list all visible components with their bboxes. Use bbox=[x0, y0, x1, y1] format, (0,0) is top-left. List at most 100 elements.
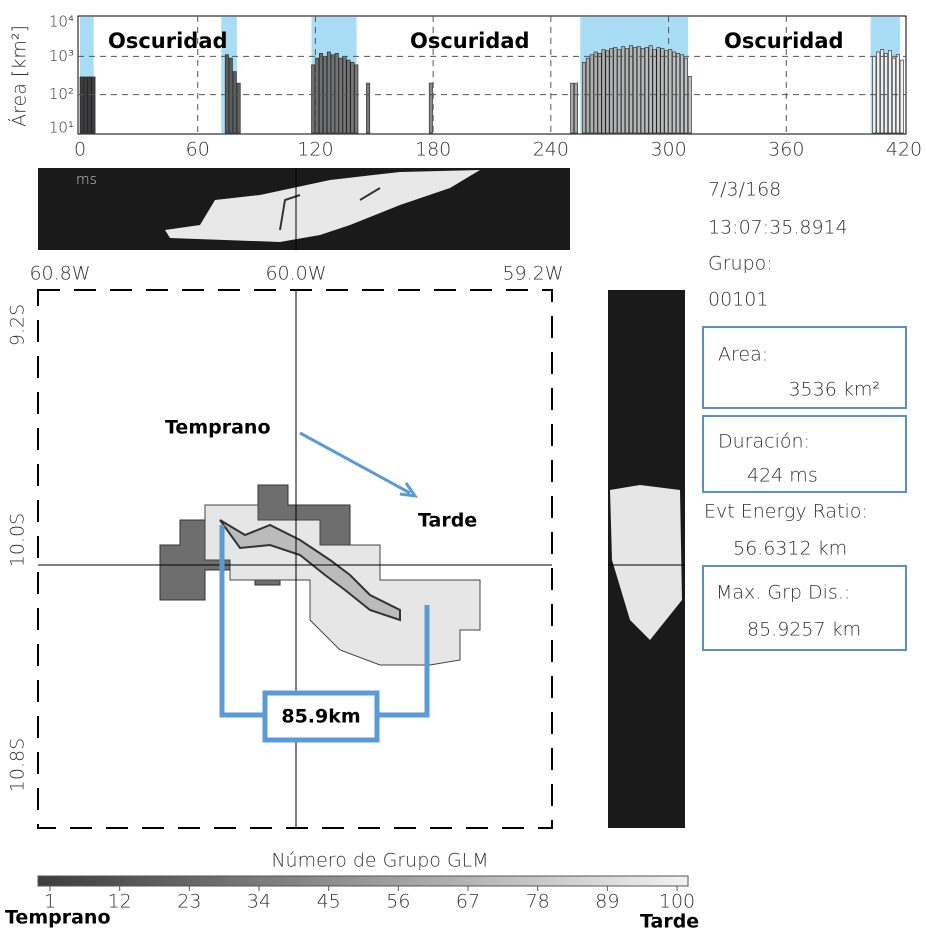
bar bbox=[312, 65, 315, 133]
bar bbox=[649, 46, 652, 133]
colorbar-tick-label: 89 bbox=[595, 891, 619, 913]
energy-label: Evt Energy Ratio: bbox=[704, 501, 868, 523]
y-tick-label: 10² bbox=[49, 85, 74, 103]
bar bbox=[614, 47, 617, 133]
y-axis-label: Área [km²] bbox=[8, 25, 31, 127]
x-tick-label: 240 bbox=[533, 139, 569, 161]
bar bbox=[590, 55, 593, 133]
max-label: Max. Grp Dis.: bbox=[716, 582, 850, 604]
bar bbox=[366, 83, 369, 133]
distance-label: 85.9km bbox=[281, 706, 360, 728]
area-label: Area: bbox=[718, 344, 768, 366]
bar bbox=[225, 55, 228, 133]
bar bbox=[680, 55, 683, 133]
x-tick-label: 60 bbox=[186, 139, 210, 161]
bar bbox=[88, 77, 91, 133]
x-tick-label: 360 bbox=[768, 139, 804, 161]
x-tick-label: 300 bbox=[650, 139, 686, 161]
bar bbox=[233, 72, 236, 133]
bar bbox=[602, 50, 605, 133]
bar bbox=[618, 50, 621, 133]
bar bbox=[598, 53, 601, 133]
info-group-label: Grupo: bbox=[708, 253, 773, 275]
x-tick-label: 0 bbox=[74, 139, 86, 161]
bar bbox=[672, 52, 675, 133]
bar bbox=[319, 53, 322, 133]
bar bbox=[351, 62, 354, 133]
x-tick-label: 420 bbox=[886, 139, 922, 161]
area-value: 3536 km² bbox=[788, 379, 880, 401]
x-unit: ms bbox=[76, 172, 97, 188]
y-tick-label: 10³ bbox=[49, 47, 74, 65]
bar bbox=[653, 50, 656, 133]
bar bbox=[688, 76, 691, 133]
duration-value: 424 ms bbox=[747, 465, 818, 487]
annotation: Oscuridad bbox=[410, 29, 530, 53]
bar bbox=[637, 47, 640, 133]
colorbar-end: Tarde bbox=[640, 911, 699, 933]
bar bbox=[229, 58, 232, 133]
lat-label: 9.2S bbox=[7, 304, 29, 346]
bar bbox=[888, 51, 891, 133]
bar bbox=[641, 49, 644, 133]
colorbar-tick-label: 34 bbox=[247, 891, 271, 913]
bar bbox=[80, 77, 83, 133]
bar bbox=[629, 46, 632, 133]
bar bbox=[621, 47, 624, 133]
bar bbox=[610, 49, 613, 133]
colorbar-tick-label: 1 bbox=[44, 891, 56, 913]
bar bbox=[327, 52, 330, 133]
info-group: 00101 bbox=[708, 289, 768, 311]
y-tick-label: 10⁴ bbox=[49, 13, 74, 31]
y-tick-label: 10¹ bbox=[49, 119, 74, 137]
late-annotation: Tarde bbox=[418, 510, 477, 532]
early-annotation: Temprano bbox=[165, 417, 271, 439]
bar bbox=[900, 60, 903, 133]
colorbar-tick-label: 67 bbox=[456, 891, 480, 913]
bar bbox=[684, 58, 687, 133]
bar bbox=[669, 50, 672, 133]
lon-label: 59.2W bbox=[502, 263, 563, 285]
bar bbox=[661, 49, 664, 133]
bar bbox=[570, 83, 573, 133]
bar bbox=[331, 55, 334, 133]
colorbar-tick-label: 100 bbox=[659, 891, 695, 913]
max-value: 85.9257 km bbox=[747, 619, 861, 641]
bar bbox=[315, 58, 318, 133]
bar bbox=[582, 62, 585, 133]
bar bbox=[625, 49, 628, 133]
lon-label: 60.8W bbox=[29, 263, 90, 285]
colorbar-title: Número de Grupo GLM bbox=[271, 850, 488, 872]
colorbar bbox=[38, 876, 688, 886]
lat-label: 10.8S bbox=[7, 738, 29, 792]
bar bbox=[84, 77, 87, 133]
info-date: 7/3/168 bbox=[708, 179, 781, 201]
bar bbox=[574, 83, 577, 133]
bar bbox=[892, 58, 895, 133]
annotation: Oscuridad bbox=[724, 29, 844, 53]
bar bbox=[645, 47, 648, 133]
lon-label: 60.0W bbox=[265, 263, 326, 285]
bar bbox=[355, 65, 358, 133]
bar bbox=[339, 58, 342, 133]
bar bbox=[347, 60, 350, 133]
figure: 60.8W 60.0W 59.2W 9.2S 10.0S 10.8S Tempr… bbox=[0, 0, 926, 933]
bar bbox=[676, 53, 679, 133]
bar bbox=[586, 58, 589, 133]
bar bbox=[896, 55, 899, 133]
bar bbox=[237, 83, 240, 133]
bar bbox=[877, 52, 880, 133]
bar bbox=[665, 51, 668, 133]
x-tick-label: 180 bbox=[415, 139, 451, 161]
annotation: Oscuridad bbox=[108, 29, 228, 53]
bar bbox=[335, 53, 338, 133]
colorbar-tick-label: 78 bbox=[526, 891, 550, 913]
colorbar-tick-label: 23 bbox=[177, 891, 201, 913]
bar bbox=[92, 77, 95, 133]
lat-label: 10.0S bbox=[7, 513, 29, 567]
bar bbox=[606, 51, 609, 133]
bar bbox=[657, 47, 660, 133]
x-tick-label: 120 bbox=[297, 139, 333, 161]
energy-value: 56.6312 km bbox=[733, 538, 847, 560]
colorbar-tick-label: 56 bbox=[386, 891, 410, 913]
